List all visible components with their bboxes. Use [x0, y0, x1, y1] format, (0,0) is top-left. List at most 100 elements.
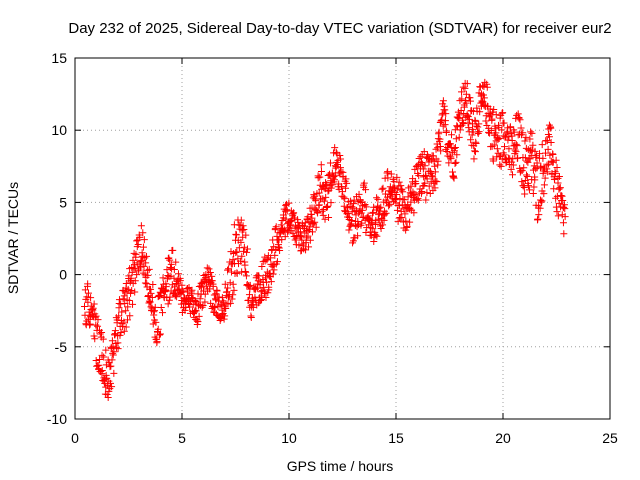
- data-point-marker: [342, 175, 350, 183]
- data-point-marker: [327, 199, 335, 207]
- data-point-marker: [499, 109, 507, 117]
- data-point-marker: [538, 141, 546, 149]
- data-point-marker: [464, 119, 472, 127]
- data-point-marker: [520, 184, 528, 192]
- data-point-marker: [474, 123, 482, 131]
- data-point-marker: [369, 209, 377, 217]
- data-point-marker: [83, 293, 91, 301]
- data-point-marker: [547, 139, 555, 147]
- data-point-marker: [358, 219, 366, 227]
- data-point-marker: [83, 317, 91, 325]
- data-point-marker: [472, 139, 480, 147]
- data-point-marker: [289, 229, 297, 237]
- data-point-marker: [303, 226, 311, 234]
- data-point-marker: [131, 277, 139, 285]
- data-point-marker: [458, 95, 466, 103]
- data-point-marker: [553, 163, 561, 171]
- data-point-marker: [320, 197, 328, 205]
- data-point-marker: [174, 270, 182, 278]
- data-point-marker: [520, 164, 528, 172]
- data-point-marker: [540, 181, 548, 189]
- data-point-marker: [543, 161, 551, 169]
- data-point-marker: [447, 155, 455, 163]
- data-point-marker: [432, 145, 440, 153]
- data-point-marker: [359, 213, 367, 221]
- data-point-marker: [94, 322, 102, 330]
- data-point-marker: [393, 173, 401, 181]
- data-point-marker: [213, 287, 221, 295]
- data-point-marker: [125, 296, 133, 304]
- data-point-marker: [140, 262, 148, 270]
- data-point-marker: [103, 391, 111, 399]
- data-point-marker: [338, 188, 346, 196]
- data-point-marker: [514, 110, 522, 118]
- data-point-marker: [109, 351, 117, 359]
- data-point-marker: [356, 197, 364, 205]
- data-point-marker: [512, 148, 520, 156]
- data-point-marker: [523, 171, 531, 179]
- data-point-marker: [439, 122, 447, 130]
- data-point-marker: [233, 248, 241, 256]
- data-point-marker: [434, 144, 442, 152]
- data-point-marker: [143, 252, 151, 260]
- data-point-marker: [429, 173, 437, 181]
- data-point-marker: [315, 201, 323, 209]
- data-point-marker: [535, 211, 543, 219]
- data-point-marker: [541, 149, 549, 157]
- x-tick-label: 25: [602, 430, 618, 446]
- data-point-marker: [262, 293, 270, 301]
- data-point-marker: [240, 243, 248, 251]
- data-point-marker: [156, 331, 164, 339]
- data-point-marker: [94, 316, 102, 324]
- data-point-marker: [108, 383, 116, 391]
- data-point-marker: [130, 249, 138, 257]
- data-point-marker: [144, 271, 152, 279]
- data-point-marker: [392, 195, 400, 203]
- data-point-marker: [505, 154, 513, 162]
- data-point-marker: [157, 303, 165, 311]
- data-point-marker: [494, 136, 502, 144]
- data-point-marker: [337, 168, 345, 176]
- data-point-marker: [498, 126, 506, 134]
- data-point-marker: [521, 190, 529, 198]
- data-point-marker: [301, 222, 309, 230]
- data-point-marker: [551, 175, 559, 183]
- data-point-marker: [398, 214, 406, 222]
- data-point-marker: [336, 164, 344, 172]
- data-point-marker: [317, 167, 325, 175]
- data-point-marker: [134, 241, 142, 249]
- data-point-marker: [192, 298, 200, 306]
- data-point-marker: [342, 184, 350, 192]
- grid-lines: [75, 58, 610, 419]
- data-point-marker: [528, 129, 536, 137]
- data-point-marker: [126, 278, 134, 286]
- data-point-marker: [492, 129, 500, 137]
- data-point-marker: [211, 303, 219, 311]
- data-point-marker: [479, 98, 487, 106]
- data-point-marker: [238, 252, 246, 260]
- data-point-marker: [296, 228, 304, 236]
- data-point-marker: [277, 221, 285, 229]
- data-point-marker: [538, 197, 546, 205]
- data-point-marker: [146, 298, 154, 306]
- data-point-marker: [387, 170, 395, 178]
- data-point-marker: [530, 183, 538, 191]
- data-point-marker: [336, 152, 344, 160]
- data-point-marker: [433, 178, 441, 186]
- data-point-marker: [508, 137, 516, 145]
- data-point-marker: [537, 198, 545, 206]
- data-point-marker: [483, 121, 491, 129]
- data-point-marker: [438, 111, 446, 119]
- data-point-marker: [537, 162, 545, 170]
- data-point-marker: [242, 231, 250, 239]
- data-point-marker: [227, 268, 235, 276]
- data-point-marker: [508, 171, 516, 179]
- data-point-marker: [109, 349, 117, 357]
- data-point-marker: [450, 174, 458, 182]
- data-point-marker: [513, 142, 521, 150]
- x-tick-label: 15: [388, 430, 404, 446]
- data-point-marker: [400, 196, 408, 204]
- data-point-marker: [456, 111, 464, 119]
- data-point-marker: [465, 115, 473, 123]
- data-point-marker: [337, 155, 345, 163]
